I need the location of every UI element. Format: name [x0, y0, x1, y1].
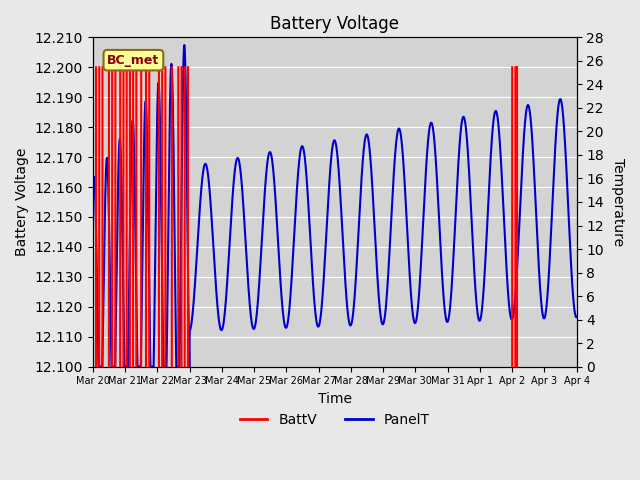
Y-axis label: Battery Voltage: Battery Voltage: [15, 148, 29, 256]
X-axis label: Time: Time: [317, 392, 352, 406]
Title: Battery Voltage: Battery Voltage: [270, 15, 399, 33]
Text: BC_met: BC_met: [108, 54, 159, 67]
Y-axis label: Temperature: Temperature: [611, 158, 625, 246]
Legend: BattV, PanelT: BattV, PanelT: [234, 407, 435, 432]
